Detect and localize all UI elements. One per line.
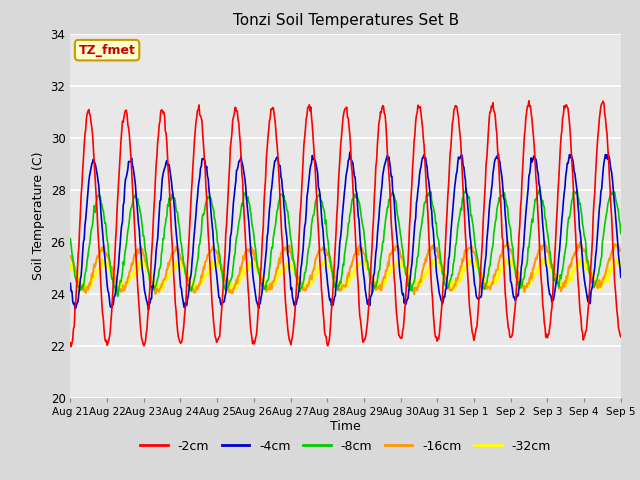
Title: Tonzi Soil Temperatures Set B: Tonzi Soil Temperatures Set B [232,13,459,28]
Legend: -2cm, -4cm, -8cm, -16cm, -32cm: -2cm, -4cm, -8cm, -16cm, -32cm [135,435,556,458]
Text: TZ_fmet: TZ_fmet [79,44,136,57]
X-axis label: Time: Time [330,420,361,433]
Y-axis label: Soil Temperature (C): Soil Temperature (C) [32,152,45,280]
